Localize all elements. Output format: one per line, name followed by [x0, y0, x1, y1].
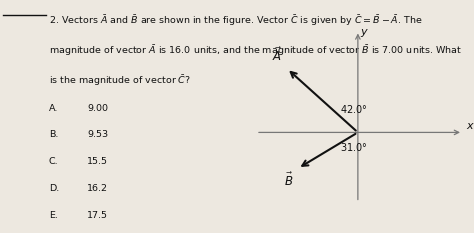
Text: C.: C. [49, 157, 58, 166]
Text: magnitude of vector $\bar{A}$ is 16.0 units, and the magnitude of vector $\bar{B: magnitude of vector $\bar{A}$ is 16.0 un… [49, 43, 462, 58]
Text: 15.5: 15.5 [87, 157, 108, 166]
Text: 9.53: 9.53 [87, 130, 108, 140]
Text: 9.00: 9.00 [87, 104, 108, 113]
Text: 2. Vectors $\bar{A}$ and $\bar{B}$ are shown in the figure. Vector $\bar{C}$ is : 2. Vectors $\bar{A}$ and $\bar{B}$ are s… [49, 13, 422, 28]
Text: $31.0°$: $31.0°$ [340, 141, 368, 153]
Text: $\vec{A}$: $\vec{A}$ [272, 47, 282, 64]
Text: E.: E. [49, 211, 57, 220]
Text: B.: B. [49, 130, 58, 140]
Text: $x$: $x$ [466, 121, 474, 131]
Text: 17.5: 17.5 [87, 211, 108, 220]
Text: A.: A. [49, 104, 58, 113]
Text: 16.2: 16.2 [87, 184, 108, 193]
Text: $y$: $y$ [360, 27, 369, 39]
Text: D.: D. [49, 184, 59, 193]
Text: $42.0°$: $42.0°$ [340, 103, 368, 115]
Text: is the magnitude of vector $\bar{C}$?: is the magnitude of vector $\bar{C}$? [49, 73, 191, 88]
Text: $\vec{B}$: $\vec{B}$ [284, 172, 293, 189]
